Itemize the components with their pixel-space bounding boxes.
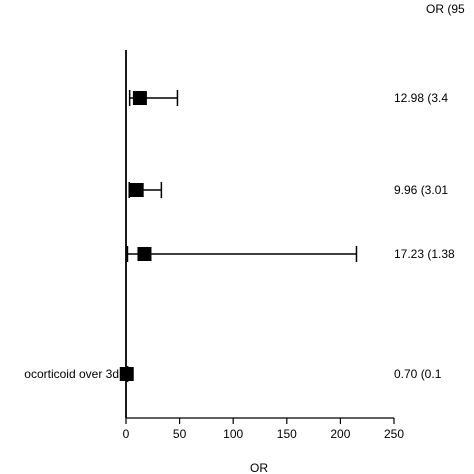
x-tick-label: 150: [277, 427, 297, 441]
or-marker: [137, 247, 152, 261]
forest-row: 9.96 (3.01: [128, 182, 448, 198]
x-tick-label: 0: [123, 427, 130, 441]
or-marker: [132, 91, 147, 105]
row-label: ocorticoid over 3d: [24, 367, 119, 381]
or-value-text: 9.96 (3.01: [394, 183, 448, 197]
x-tick-label: 250: [384, 427, 404, 441]
x-axis-label: OR: [250, 461, 268, 474]
column-header: OR (95: [426, 2, 465, 16]
or-value-text: 0.70 (0.1: [394, 367, 442, 381]
x-tick-label: 200: [330, 427, 350, 441]
forest-row: 12.98 (3.4: [128, 90, 448, 106]
forest-row: 17.23 (1.38: [126, 246, 455, 262]
forest-row: 0.70 (0.1 ocorticoid over 3d: [24, 366, 442, 382]
x-tick-label: 100: [223, 427, 243, 441]
rows-layer: 12.98 (3.4 9.96 (3.01 17.23 (1.38 0.70 (0.1…: [24, 90, 455, 382]
x-axis: 0 50 100 150 200 250: [123, 50, 404, 441]
or-value-text: 17.23 (1.38: [394, 247, 455, 261]
or-value-text: 12.98 (3.4: [394, 91, 448, 105]
or-marker: [129, 183, 144, 197]
x-tick-label: 50: [173, 427, 187, 441]
